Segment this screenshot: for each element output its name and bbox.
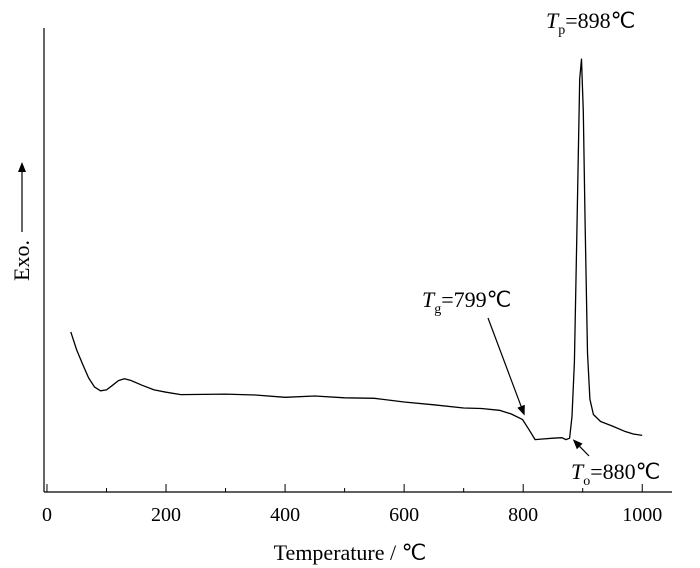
annotation-to-symbol: T xyxy=(571,459,585,484)
annotation-tp-subscript: p xyxy=(558,23,565,38)
annotation-to-value: =880℃ xyxy=(590,459,660,484)
x-tick-label: 800 xyxy=(508,504,538,526)
x-tick-label: 400 xyxy=(270,504,300,526)
y-axis-title: Exo. xyxy=(9,240,34,281)
plot-frame xyxy=(43,28,672,493)
annotation-tg-value: =799℃ xyxy=(441,287,511,312)
x-tick-label: 1000 xyxy=(622,504,662,526)
x-axis-title: Temperature / ℃ xyxy=(274,540,427,565)
annotation-tp-label: Tp=898℃ xyxy=(546,8,635,38)
annotation-tg: Tg=799℃ xyxy=(422,287,525,416)
x-tick-label: 0 xyxy=(42,504,52,526)
annotation-to-subscript: o xyxy=(583,474,590,489)
annotation-tg-arrowhead xyxy=(517,404,525,416)
annotation-to-arrow xyxy=(579,445,590,457)
annotation-to-arrowhead xyxy=(572,439,583,450)
annotation-tp: Tp=898℃ xyxy=(546,8,635,38)
annotation-tg-symbol: T xyxy=(422,287,436,312)
annotation-to-label: To=880℃ xyxy=(571,459,660,489)
annotation-tp-value: =898℃ xyxy=(565,8,635,33)
x-tick-label: 200 xyxy=(151,504,181,526)
annotation-tg-label: Tg=799℃ xyxy=(422,287,511,317)
x-ticks xyxy=(46,484,643,492)
y-axis-title-group: Exo. xyxy=(9,162,34,281)
annotation-tg-subscript: g xyxy=(434,302,441,317)
annotation-tg-arrow xyxy=(487,317,522,407)
x-tick-labels: 0 200 400 600 800 1000 xyxy=(42,504,662,526)
dsc-curve xyxy=(70,58,643,441)
annotation-to: To=880℃ xyxy=(571,439,660,489)
annotation-tp-symbol: T xyxy=(546,8,560,33)
y-axis-arrow-head xyxy=(18,162,26,172)
x-tick-label: 600 xyxy=(389,504,419,526)
